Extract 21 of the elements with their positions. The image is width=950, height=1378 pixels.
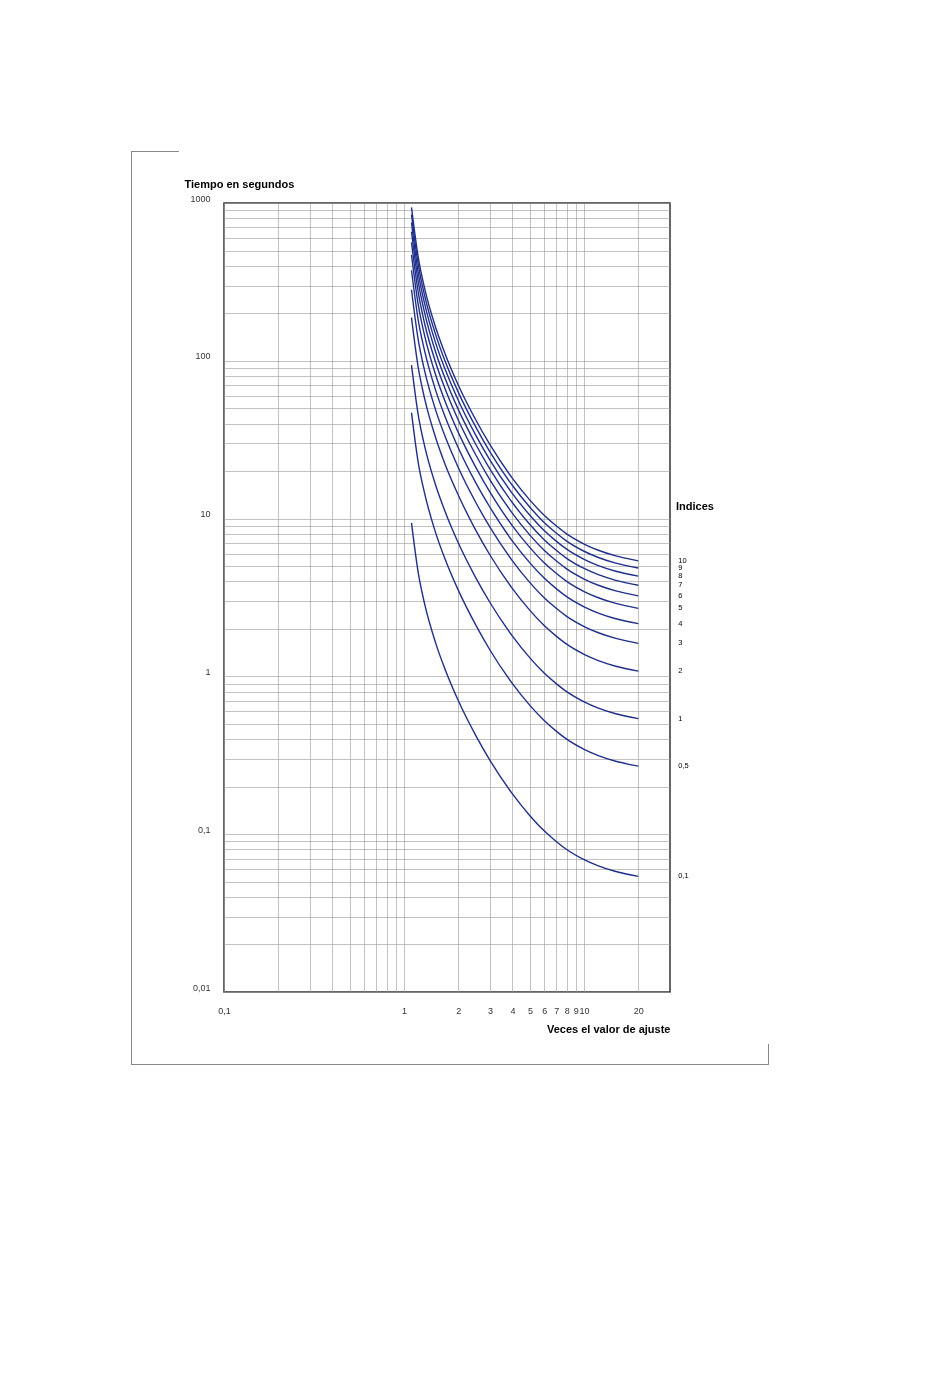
x-tick-label: 7 xyxy=(554,1005,560,1016)
y-tick-label: 1 xyxy=(205,666,211,677)
x-axis-title: Veces el valor de ajuste xyxy=(546,1022,671,1035)
x-tick-label: 5 xyxy=(527,1005,533,1016)
x-tick-label: 4 xyxy=(510,1005,516,1016)
y-tick-label: 0,01 xyxy=(192,982,211,993)
y-tick-label: 0,1 xyxy=(197,824,211,835)
y-tick-label: 100 xyxy=(195,351,211,362)
y-tick-label: 1000 xyxy=(190,193,211,204)
x-tick-label: 1 xyxy=(402,1005,408,1016)
x-tick-label: 8 xyxy=(564,1005,570,1016)
legend-title: Indices xyxy=(676,500,714,512)
x-tick-label: 2 xyxy=(456,1005,462,1016)
x-tick-label: 6 xyxy=(542,1005,548,1016)
y-tick-label: 10 xyxy=(200,509,211,520)
x-tick-label: 0,1 xyxy=(218,1005,231,1016)
x-tick-label: 10 xyxy=(579,1005,590,1016)
x-tick-label: 3 xyxy=(487,1005,493,1016)
x-tick-label: 9 xyxy=(573,1005,579,1016)
y-axis-title: Tiempo en segundos xyxy=(184,177,295,190)
x-tick-label: 20 xyxy=(633,1005,644,1016)
